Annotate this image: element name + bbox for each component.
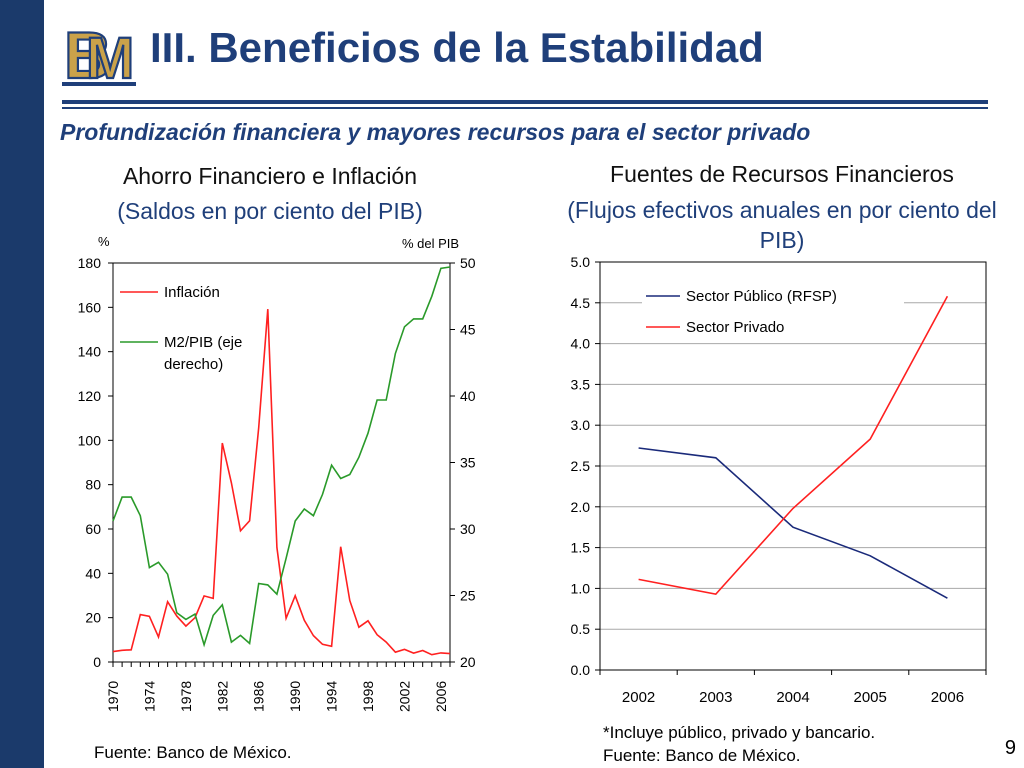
x-tick-label: 2004 [776,689,809,706]
y-left-tick-label: 140 [78,344,102,360]
y-tick-label: 5.0 [571,254,591,270]
y-left-tick-label: 20 [85,610,101,626]
x-tick-label: 1990 [287,681,303,712]
y-right-axis-label: % del PIB [402,236,459,251]
x-tick-label: 1986 [251,681,267,712]
plot-area-frame [112,262,451,663]
x-tick-label: 2006 [931,689,964,706]
slide-subtitle: Profundización financiera y mayores recu… [60,119,811,145]
series-line [112,309,451,656]
title-rule-thick [62,100,988,104]
series-line [638,295,949,595]
y-right-tick-label: 20 [460,654,476,670]
left-chart-subtitle: (Saldos en por ciento del PIB) [117,198,423,224]
y-left-tick-label: 60 [85,521,101,537]
y-right-tick-label: 50 [460,255,476,271]
legend-label: Inflación [164,284,220,301]
y-right-tick-label: 35 [460,455,476,471]
series-line [112,266,451,648]
page-number: 9 [1004,737,1016,759]
y-right-tick-label: 30 [460,521,476,537]
y-tick-label: 1.0 [571,580,591,596]
y-tick-label: 3.0 [571,417,591,433]
x-tick-label: 1994 [324,681,340,712]
y-tick-label: 3.5 [571,376,591,392]
legend-label: Sector Público (RFSP) [686,288,837,305]
financial-sources-chart: 0.0 0.5 1.0 1.5 2.0 2.5 3.0 3.5 4.0 4.5 5.0 2002 200… [571,254,987,706]
svg-text:B: B [64,18,112,90]
x-tick-label: 2002 [622,689,655,706]
left-source-note: Fuente: Banco de México. [94,743,292,762]
legend-label-line: M2/PIB (eje [164,334,242,351]
right-footnote: *Incluye público, privado y bancario. [603,723,876,742]
slide-title: III. Beneficios de la Estabilidad [150,24,764,71]
y-right-tick-label: 45 [460,322,476,338]
banco-de-mexico-logo: B M [62,17,136,90]
y-tick-label: 4.5 [571,295,591,311]
left-chart-title: Ahorro Financiero e Inflación [122,163,418,189]
y-left-tick-label: 100 [78,432,102,448]
title-rule-thin [62,107,988,109]
svg-text:M: M [86,26,134,90]
y-left-tick-label: 160 [78,299,102,315]
y-left-tick-label: 80 [85,477,101,493]
x-tick-label: 1982 [214,681,230,712]
y-tick-label: 4.0 [571,336,591,352]
series-line [638,447,948,599]
x-tick-label: 1978 [178,681,194,712]
x-tick-label: 1998 [360,681,376,712]
x-tick-label: 2003 [699,689,732,706]
inflation-m2-chart: 0 20 40 60 80 100 120 140 160 180 20 25 30 35 40 45 50 19… [78,234,476,712]
x-tick-label: 2006 [433,681,449,712]
y-left-axis-label: % [98,234,110,249]
y-tick-label: 1.5 [571,540,591,556]
y-right-tick-label: 25 [460,588,476,604]
plot-area-frame [599,261,987,671]
legend-label: M2/PIB (eje derecho) [164,334,242,373]
right-chart-subtitle: (Flujos efectivos anuales en por ciento … [567,197,997,253]
legend-label: Sector Privado [686,319,784,336]
legend-box [642,282,904,342]
x-tick-label: 1974 [141,681,157,712]
right-chart-title: Fuentes de Recursos Financieros [610,161,954,187]
y-tick-label: 2.0 [571,499,591,515]
y-tick-label: 0.0 [571,662,591,678]
y-left-tick-label: 40 [85,565,101,581]
y-tick-label: 0.5 [571,621,591,637]
right-source-note: Fuente: Banco de México. [603,746,801,765]
y-tick-label: 2.5 [571,458,591,474]
y-right-tick-label: 40 [460,388,476,404]
x-tick-label: 1970 [105,681,121,712]
x-tick-label: 2002 [396,681,412,712]
y-left-tick-label: 180 [78,255,102,271]
legend-label-line: derecho) [164,356,223,373]
y-left-tick-label: 120 [78,388,102,404]
left-accent-bar [0,0,44,768]
y-left-tick-label: 0 [93,654,101,670]
x-tick-label: 2005 [854,689,887,706]
